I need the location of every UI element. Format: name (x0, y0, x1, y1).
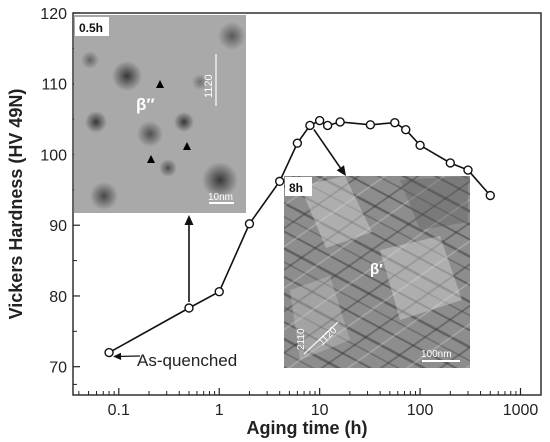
inset-8h-scale: 100nm (421, 349, 452, 360)
x-tick-label: 10 (311, 402, 329, 419)
y-axis-title: Vickers Hardness (HV 49N) (6, 89, 26, 320)
inset-0-5h: 0.5h β′′ 1120 10nm (74, 15, 246, 213)
inset-arrows (184, 129, 346, 302)
data-point (415, 140, 425, 150)
data-point (401, 125, 411, 135)
data-point (314, 115, 325, 126)
data-point (463, 165, 473, 175)
data-point (184, 303, 194, 313)
x-tick-label: 1 (215, 402, 224, 419)
data-point (390, 117, 400, 128)
data-point (322, 120, 333, 131)
data-point (485, 190, 495, 201)
inset-8h: 8h β′ 2110 1120 100nm (284, 176, 470, 368)
data-point (104, 347, 114, 358)
inset-0-5h-direction: 1120 (203, 74, 215, 98)
plot-frame (72, 12, 542, 396)
data-point (292, 138, 303, 148)
inset-0-5h-scale: 10nm (208, 192, 233, 203)
inset-0-5h-label: 0.5h (79, 21, 103, 35)
data-point (214, 287, 224, 297)
y-tick-label: 80 (49, 289, 67, 306)
series-points (104, 115, 495, 358)
data-point (305, 120, 315, 131)
as-quenched-annotation: As-quenched (113, 351, 237, 370)
x-tick-label: 0.1 (108, 402, 130, 419)
inset-8h-direction-1: 2110 (296, 328, 307, 350)
y-tick-label: 90 (49, 218, 67, 235)
inset-0-5h-phase: β′′ (136, 95, 155, 114)
data-point (365, 120, 376, 130)
x-axis-title: Aging time (h) (247, 418, 368, 438)
x-tick-label: 100 (407, 402, 434, 419)
y-tick-label: 120 (40, 6, 67, 23)
inset-8h-label: 8h (289, 181, 303, 195)
data-point (274, 176, 285, 187)
y-tick-label: 70 (49, 360, 67, 377)
data-point (335, 117, 345, 127)
data-point (445, 158, 456, 168)
y-tick-label: 100 (40, 147, 67, 164)
data-point (244, 219, 255, 229)
y-tick-label: 110 (41, 77, 67, 94)
x-tick-label: 1000 (503, 402, 539, 419)
as-quenched-label: As-quenched (137, 351, 237, 370)
inset-8h-phase: β′ (370, 261, 383, 278)
